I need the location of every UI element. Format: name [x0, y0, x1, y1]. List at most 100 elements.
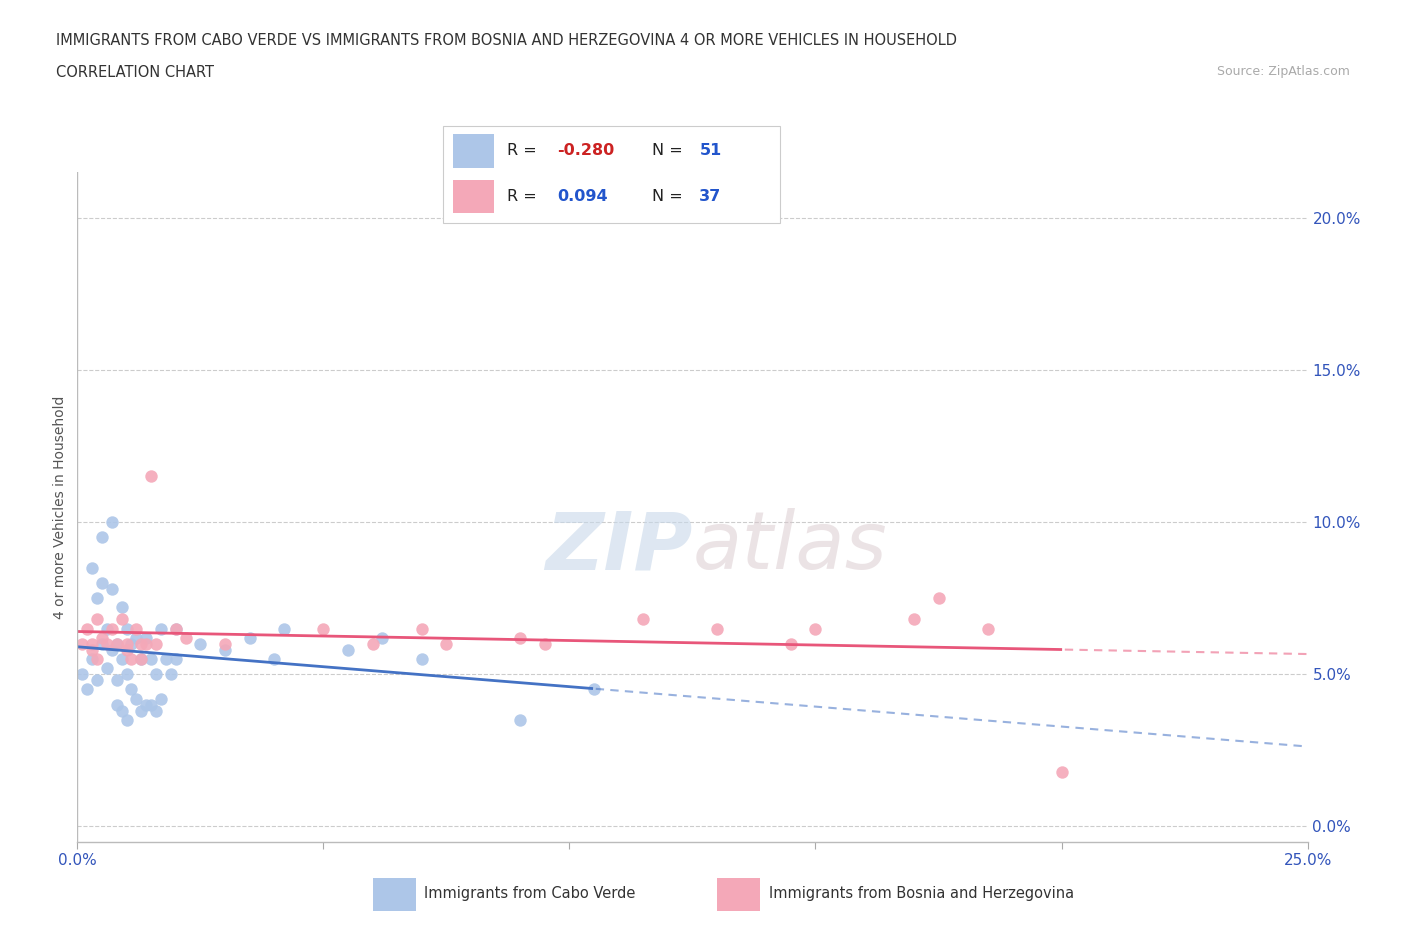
Text: IMMIGRANTS FROM CABO VERDE VS IMMIGRANTS FROM BOSNIA AND HERZEGOVINA 4 OR MORE V: IMMIGRANTS FROM CABO VERDE VS IMMIGRANTS… — [56, 33, 957, 47]
Point — [115, 667, 138, 682]
Point — [90, 631, 114, 645]
Point — [131, 652, 153, 667]
Point — [82, 652, 104, 667]
Point — [125, 631, 148, 645]
Point — [125, 691, 148, 706]
Point — [70, 667, 93, 682]
Point — [101, 621, 124, 636]
Point — [411, 652, 433, 667]
FancyBboxPatch shape — [717, 878, 761, 911]
Point — [121, 652, 143, 667]
Point — [239, 631, 262, 645]
Point — [312, 621, 335, 636]
Text: N =: N = — [652, 143, 688, 158]
Point — [371, 631, 394, 645]
Point — [82, 643, 104, 658]
Point — [145, 636, 167, 651]
Point — [361, 636, 384, 651]
Text: CORRELATION CHART: CORRELATION CHART — [56, 65, 214, 80]
Point — [82, 636, 104, 651]
FancyBboxPatch shape — [443, 126, 780, 223]
Point — [1050, 764, 1073, 779]
Point — [903, 612, 925, 627]
Point — [86, 673, 108, 688]
Text: R =: R = — [508, 143, 541, 158]
Point — [150, 621, 173, 636]
Point — [111, 703, 132, 718]
Point — [105, 636, 128, 651]
Point — [115, 712, 138, 727]
Point — [121, 682, 143, 697]
Point — [115, 643, 138, 658]
Point — [706, 621, 728, 636]
Text: Immigrants from Bosnia and Herzegovina: Immigrants from Bosnia and Herzegovina — [769, 885, 1074, 901]
Y-axis label: 4 or more Vehicles in Household: 4 or more Vehicles in Household — [53, 395, 67, 618]
Point — [411, 621, 433, 636]
Point — [633, 612, 655, 627]
FancyBboxPatch shape — [453, 134, 494, 167]
Point — [977, 621, 1000, 636]
Point — [86, 612, 108, 627]
Point — [145, 667, 167, 682]
Point — [125, 621, 148, 636]
Point — [131, 652, 153, 667]
Text: ZIP: ZIP — [546, 508, 693, 586]
Point — [101, 581, 124, 596]
Point — [214, 643, 236, 658]
Point — [583, 682, 606, 697]
Point — [273, 621, 295, 636]
Text: Source: ZipAtlas.com: Source: ZipAtlas.com — [1216, 65, 1350, 78]
Point — [135, 631, 157, 645]
Point — [90, 576, 114, 591]
Point — [135, 636, 157, 651]
Point — [105, 636, 128, 651]
Point — [436, 636, 458, 651]
Point — [141, 469, 163, 484]
Point — [105, 698, 128, 712]
Point — [86, 591, 108, 605]
Point — [928, 591, 950, 605]
Point — [135, 698, 157, 712]
Point — [111, 652, 132, 667]
Point — [76, 682, 98, 697]
Point — [174, 631, 197, 645]
Text: R =: R = — [508, 190, 541, 205]
Point — [160, 667, 183, 682]
Point — [111, 612, 132, 627]
Point — [141, 698, 163, 712]
Point — [155, 652, 177, 667]
Point — [115, 636, 138, 651]
Point — [780, 636, 803, 651]
Point — [90, 636, 114, 651]
Point — [111, 600, 132, 615]
Point — [150, 691, 173, 706]
Point — [145, 703, 167, 718]
FancyBboxPatch shape — [373, 878, 416, 911]
Point — [82, 560, 104, 575]
Point — [141, 652, 163, 667]
Point — [70, 636, 93, 651]
Point — [101, 643, 124, 658]
Point — [101, 514, 124, 529]
Point — [76, 621, 98, 636]
Point — [90, 530, 114, 545]
Point — [96, 621, 118, 636]
Point — [165, 652, 187, 667]
Text: 51: 51 — [699, 143, 721, 158]
Point — [96, 660, 118, 675]
Point — [214, 636, 236, 651]
FancyBboxPatch shape — [453, 180, 494, 214]
Point — [337, 643, 360, 658]
Text: 37: 37 — [699, 190, 721, 205]
Point — [509, 712, 531, 727]
Point — [131, 636, 153, 651]
Point — [121, 636, 143, 651]
Point — [96, 636, 118, 651]
Point — [165, 621, 187, 636]
Point — [190, 636, 212, 651]
Point — [263, 652, 285, 667]
Point — [165, 621, 187, 636]
Text: Immigrants from Cabo Verde: Immigrants from Cabo Verde — [425, 885, 636, 901]
Point — [131, 703, 153, 718]
Point — [509, 631, 531, 645]
